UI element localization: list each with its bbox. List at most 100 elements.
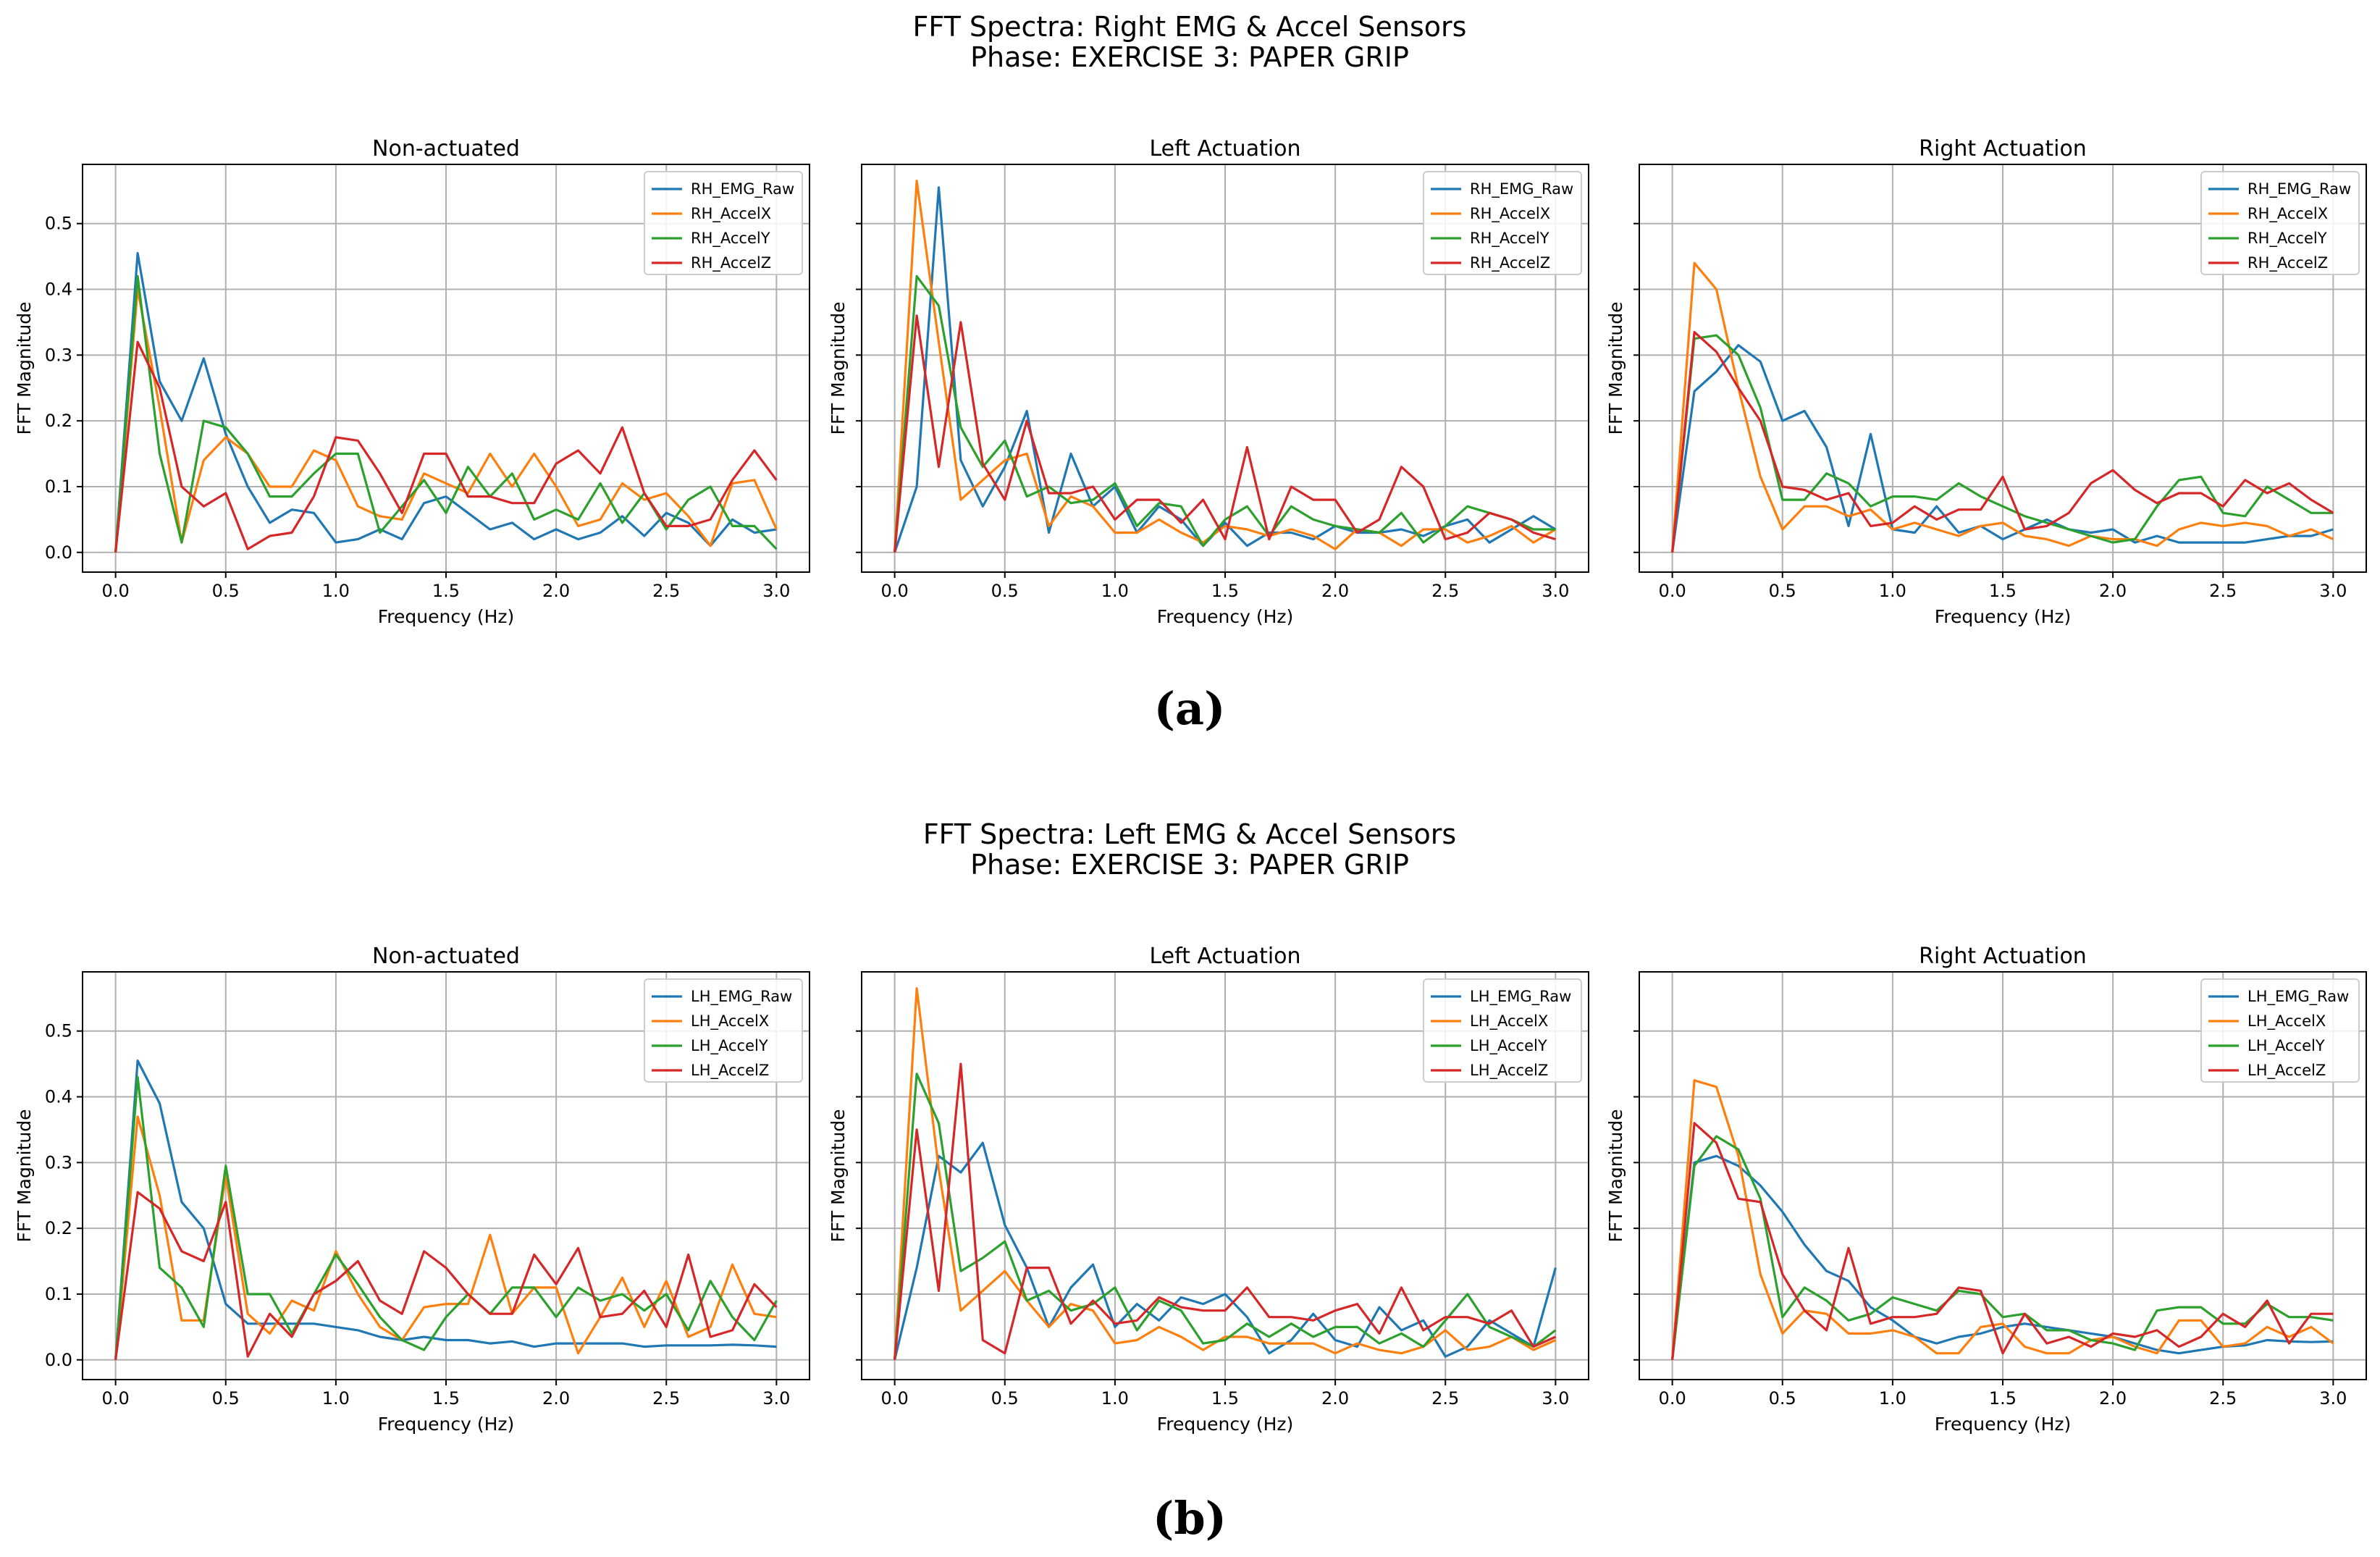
x-tick-label: 0.5 bbox=[1769, 581, 1796, 601]
x-axis-label: Frequency (Hz) bbox=[378, 1414, 515, 1435]
y-axis-label: FFT Magnitude bbox=[828, 302, 849, 435]
legend-label: LH_AccelZ bbox=[1470, 1062, 1548, 1080]
x-tick-label: 1.0 bbox=[1101, 581, 1129, 601]
legend-box bbox=[644, 171, 803, 275]
series-line-RH_AccelX bbox=[114, 288, 778, 553]
legend: LH_EMG_Raw LH_AccelX LH_AccelY LH_AccelZ bbox=[644, 978, 803, 1083]
y-tick-label: 0.5 bbox=[45, 214, 72, 234]
subplot-left-actuation: 0.0 0.5 1.0 1.5 2.0 2.5 3.0 Left Actuation Frequ… bbox=[828, 944, 1589, 1435]
x-tick-label: 2.0 bbox=[1321, 581, 1349, 601]
legend-label: RH_AccelY bbox=[691, 230, 770, 248]
subplot-title: Right Actuation bbox=[1919, 944, 2087, 969]
y-tick-label: 0.3 bbox=[45, 345, 72, 365]
legend-label: LH_AccelX bbox=[1470, 1012, 1548, 1031]
y-tick-label: 0.5 bbox=[45, 1021, 72, 1041]
series-line-RH_AccelY bbox=[114, 274, 778, 553]
x-tick-label: 2.5 bbox=[2209, 1388, 2237, 1409]
x-tick-label: 3.0 bbox=[1542, 1388, 1569, 1409]
subplot-right-actuation: 0.0 0.5 1.0 1.5 2.0 2.5 3.0 Right Actuation Freq… bbox=[1605, 944, 2367, 1435]
legend: RH_EMG_Raw RH_AccelX RH_AccelY RH_AccelZ bbox=[644, 171, 803, 275]
y-axis-label: FFT Magnitude bbox=[1605, 302, 1626, 435]
x-tick-label: 1.5 bbox=[432, 1388, 460, 1409]
x-axis-label: Frequency (Hz) bbox=[1157, 606, 1294, 627]
x-tick-label: 1.0 bbox=[1879, 1388, 1906, 1409]
x-tick-label: 2.0 bbox=[542, 581, 570, 601]
x-tick-label: 1.0 bbox=[1101, 1388, 1129, 1409]
legend-label: RH_AccelY bbox=[1470, 230, 1549, 248]
legend-label: RH_EMG_Raw bbox=[1470, 180, 1573, 198]
y-tick-label: 0.4 bbox=[45, 1087, 72, 1107]
suptitle-line1: FFT Spectra: Right EMG & Accel Sensors bbox=[913, 11, 1467, 43]
legend-label: LH_EMG_Raw bbox=[2247, 988, 2349, 1006]
x-tick-label: 0.5 bbox=[991, 1388, 1019, 1409]
legend-label: RH_EMG_Raw bbox=[691, 180, 794, 198]
legend-label: RH_AccelX bbox=[2247, 205, 2328, 223]
x-tick-label: 0.0 bbox=[1659, 1388, 1686, 1409]
y-tick-label: 0.3 bbox=[45, 1152, 72, 1172]
y-tick-label: 0.2 bbox=[45, 1218, 72, 1238]
y-tick-label: 0.4 bbox=[45, 280, 72, 300]
x-tick-label: 2.0 bbox=[2099, 1388, 2127, 1409]
legend-label: LH_AccelY bbox=[691, 1037, 768, 1055]
x-tick-label: 3.0 bbox=[2319, 581, 2347, 601]
legend-label: RH_AccelZ bbox=[691, 254, 771, 272]
series-line-LH_AccelY bbox=[893, 1073, 1557, 1360]
series-line-RH_EMG_Raw bbox=[114, 252, 777, 553]
series-line-RH_AccelZ bbox=[114, 340, 778, 553]
x-tick-label: 2.5 bbox=[2209, 581, 2237, 601]
legend-label: LH_AccelY bbox=[1470, 1037, 1547, 1055]
legend: LH_EMG_Raw LH_AccelX LH_AccelY LH_AccelZ bbox=[1423, 978, 1582, 1083]
series-line-LH_AccelZ bbox=[893, 1062, 1557, 1360]
panel-label: (b) bbox=[1153, 1492, 1227, 1545]
legend-label: RH_AccelX bbox=[1470, 205, 1550, 223]
x-tick-label: 1.0 bbox=[322, 581, 350, 601]
series-line-LH_EMG_Raw bbox=[893, 1141, 1557, 1361]
subplot-title: Left Actuation bbox=[1149, 136, 1300, 161]
legend-label: RH_AccelX bbox=[691, 205, 771, 223]
series-line-LH_AccelZ bbox=[114, 1191, 778, 1361]
legend-label: LH_AccelY bbox=[2247, 1037, 2325, 1055]
x-tick-label: 0.0 bbox=[881, 581, 909, 601]
legend-label: LH_AccelZ bbox=[2247, 1062, 2326, 1080]
y-axis-label: FFT Magnitude bbox=[14, 1109, 35, 1243]
subplot-title: Non-actuated bbox=[372, 944, 520, 969]
x-tick-label: 0.5 bbox=[1769, 1388, 1796, 1409]
x-tick-label: 0.0 bbox=[102, 1388, 130, 1409]
legend-box bbox=[2200, 171, 2360, 275]
x-tick-label: 2.0 bbox=[542, 1388, 570, 1409]
series-line-LH_AccelY bbox=[1671, 1135, 2334, 1360]
legend-box bbox=[644, 978, 803, 1083]
series-line-LH_AccelX bbox=[1671, 1079, 2334, 1360]
subplot-title: Non-actuated bbox=[372, 136, 520, 161]
x-tick-label: 1.0 bbox=[1879, 581, 1906, 601]
series-line-RH_AccelY bbox=[893, 274, 1556, 553]
x-tick-label: 1.0 bbox=[322, 1388, 350, 1409]
legend-label: LH_AccelX bbox=[2247, 1012, 2326, 1031]
legend-label: LH_AccelZ bbox=[691, 1062, 769, 1080]
series-line-LH_AccelZ bbox=[1671, 1122, 2334, 1360]
legend-box bbox=[2200, 978, 2360, 1083]
x-axis-label: Frequency (Hz) bbox=[1935, 1414, 2072, 1435]
legend-label: LH_EMG_Raw bbox=[1470, 988, 1571, 1006]
y-axis-label: FFT Magnitude bbox=[14, 302, 35, 435]
series-line-RH_AccelX bbox=[1671, 261, 2334, 553]
y-tick-label: 0.1 bbox=[45, 477, 72, 497]
series-line-RH_AccelX bbox=[893, 180, 1557, 553]
suptitle-line2: Phase: EXERCISE 3: PAPER GRIP bbox=[970, 849, 1409, 881]
x-axis-label: Frequency (Hz) bbox=[1157, 1414, 1294, 1435]
x-tick-label: 0.5 bbox=[991, 581, 1019, 601]
y-axis-label: FFT Magnitude bbox=[1605, 1109, 1626, 1243]
x-tick-label: 3.0 bbox=[1542, 581, 1569, 601]
legend: RH_EMG_Raw RH_AccelX RH_AccelY RH_AccelZ bbox=[1423, 171, 1582, 275]
legend-label: RH_AccelY bbox=[2247, 230, 2327, 248]
legend-box bbox=[1423, 978, 1582, 1083]
x-tick-label: 1.5 bbox=[1989, 581, 2017, 601]
series-line-RH_AccelZ bbox=[1671, 331, 2334, 553]
x-tick-label: 2.5 bbox=[1431, 1388, 1459, 1409]
x-tick-label: 2.0 bbox=[2099, 581, 2127, 601]
figure-b: FFT Spectra: Left EMG & Accel SensorsPha… bbox=[14, 818, 2367, 1545]
subplot-right-actuation: 0.0 0.5 1.0 1.5 2.0 2.5 3.0 Right Actuation Freq… bbox=[1605, 136, 2367, 627]
x-tick-label: 1.5 bbox=[1211, 1388, 1239, 1409]
x-tick-label: 1.5 bbox=[432, 581, 460, 601]
